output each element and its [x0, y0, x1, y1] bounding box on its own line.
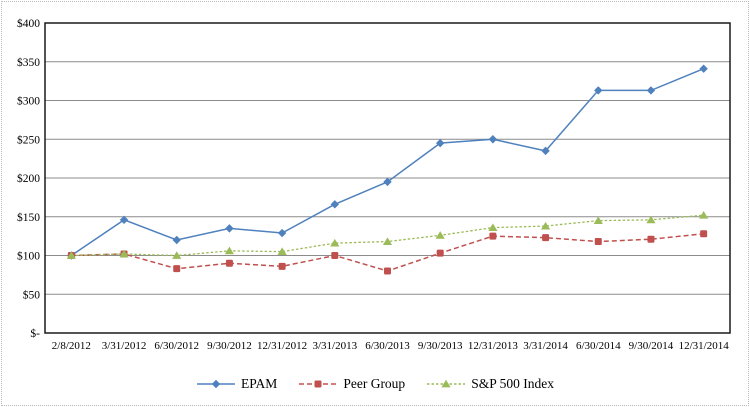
square-marker: [594, 238, 602, 246]
square-marker: [314, 380, 322, 387]
y-axis-tick-label: $350: [17, 56, 40, 69]
x-axis-tick-label: 3/31/2012: [102, 340, 147, 352]
y-axis-tick-label: $100: [17, 250, 40, 263]
series-s-p-500-index: [66, 211, 709, 259]
triangle-marker: [172, 251, 182, 259]
legend: EPAM Peer Group S&P 500 Index: [0, 375, 750, 392]
x-axis-tick-label: 3/31/2014: [523, 340, 568, 352]
x-axis-tick-label: 6/30/2014: [576, 340, 621, 352]
square-marker: [542, 234, 550, 242]
diamond-marker: [383, 177, 392, 187]
sp500-line-triangle-swatch: [427, 379, 466, 387]
x-axis-tick-label: 9/30/2014: [629, 340, 674, 352]
triangle-marker: [435, 231, 445, 239]
y-axis-tick-label: $150: [17, 211, 40, 224]
plot-border: [44, 22, 731, 334]
legend-label-epam: EPAM: [241, 376, 278, 391]
epam-line-diamond-swatch: [197, 379, 236, 388]
square-marker: [173, 265, 181, 273]
diamond-marker: [172, 235, 181, 245]
square-marker: [331, 252, 339, 259]
x-axis-tick-label: 9/30/2012: [207, 340, 252, 352]
x-axis-tick-label: 6/30/2013: [365, 340, 410, 352]
diamond-marker: [435, 138, 445, 148]
series-line: [70, 68, 704, 257]
triangle-marker: [330, 238, 340, 247]
y-axis-tick-label: $250: [17, 133, 40, 146]
square-marker: [436, 249, 444, 257]
diamond-marker: [225, 224, 234, 233]
y-axis-tick-label: $300: [17, 95, 40, 108]
y-axis-tick-label: $-: [30, 327, 40, 340]
triangle-marker: [119, 249, 129, 258]
square-marker: [647, 235, 655, 243]
series-peer-group: [67, 230, 708, 275]
square-marker: [384, 267, 391, 275]
x-axis-tick-label: 12/31/2014: [679, 340, 730, 352]
x-axis-tick-label: 3/31/2013: [312, 340, 357, 352]
square-marker: [225, 259, 233, 267]
triangle-marker: [382, 237, 393, 245]
y-axis-tick-label: $200: [17, 172, 40, 185]
x-axis-tick-label: 2/8/2012: [52, 340, 91, 352]
diamond-marker: [211, 379, 221, 388]
legend-item-peer-group: Peer Group: [298, 375, 405, 392]
legend-label-sp500: S&P 500 Index: [471, 376, 554, 391]
y-axis-tick-label: $400: [17, 17, 40, 30]
legend-item-sp500: S&P 500 Index: [426, 375, 554, 392]
triangle-marker: [699, 211, 709, 219]
y-axis-tick-label: $50: [23, 288, 41, 301]
x-axis-tick-label: 12/31/2012: [257, 340, 307, 352]
peer-group-line-square-swatch: [299, 380, 338, 387]
x-axis-tick-label: 6/30/2012: [154, 340, 199, 352]
triangle-marker: [277, 247, 287, 256]
diamond-marker: [699, 64, 708, 73]
triangle-marker: [488, 223, 498, 231]
diamond-marker: [646, 86, 656, 95]
triangle-marker: [224, 246, 235, 255]
diamond-marker: [330, 200, 340, 209]
square-marker: [278, 262, 286, 270]
diamond-marker: [488, 135, 498, 144]
triangle-marker: [66, 251, 76, 259]
triangle-marker: [441, 379, 451, 387]
diamond-marker: [277, 228, 287, 238]
square-marker: [489, 232, 497, 240]
legend-label-peer-group: Peer Group: [343, 376, 406, 391]
x-axis-tick-label: 12/31/2013: [468, 340, 519, 352]
triangle-marker: [593, 216, 603, 225]
x-axis-tick-label: 9/30/2013: [418, 340, 463, 352]
legend-item-epam: EPAM: [196, 375, 277, 392]
diamond-marker: [119, 215, 129, 225]
diamond-marker: [594, 86, 603, 95]
triangle-marker: [540, 221, 551, 230]
triangle-marker: [646, 215, 656, 224]
diamond-marker: [541, 146, 550, 156]
series-epam: [67, 64, 708, 260]
square-marker: [700, 230, 708, 238]
